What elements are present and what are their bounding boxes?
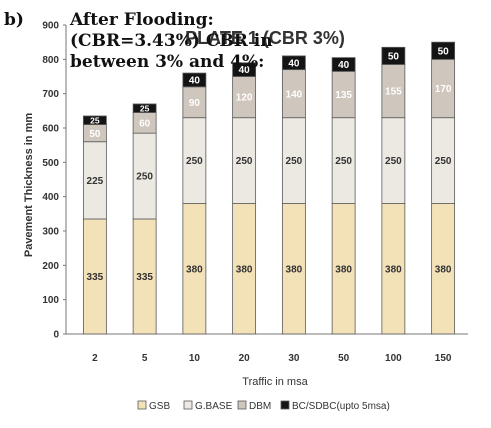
y-tick-label: 800 (42, 55, 59, 66)
y-tick-label: 300 (42, 227, 59, 238)
y-tick-label: 500 (42, 158, 59, 169)
y-tick-label: 200 (42, 261, 59, 272)
legend-swatch (137, 400, 147, 410)
y-axis-title: Pavement Thickness in mm (23, 113, 35, 257)
bar-value-label: 335 (87, 272, 104, 283)
bar-value-label: 40 (288, 58, 300, 69)
y-tick-label: 400 (42, 192, 59, 203)
legend-label: DBM (249, 401, 271, 412)
bar-value-label: 25 (140, 103, 150, 113)
y-tick-label: 100 (42, 295, 59, 306)
bar-value-label: 40 (189, 76, 201, 87)
bar-segment (381, 46, 406, 65)
legend-label: BC/SDBC(upto 5msa) (292, 401, 390, 412)
bar-value-label: 250 (136, 172, 153, 183)
bar-value-label: 90 (189, 98, 201, 109)
bar-value-label: 250 (385, 156, 402, 167)
section-label: b) (4, 10, 24, 30)
y-tick-label: 0 (53, 330, 59, 341)
bar-segment (82, 115, 107, 125)
legend-label: GSB (149, 401, 170, 412)
bar-value-label: 140 (286, 89, 303, 100)
bar-value-label: 170 (435, 84, 452, 95)
bar-value-label: 40 (338, 60, 350, 71)
x-tick-label: 100 (385, 353, 402, 364)
bar-value-label: 40 (239, 65, 251, 76)
bar-value-label: 155 (385, 87, 402, 98)
plot-area: 0 100 200 300 400 500 600 700 800 900 335 225 50 25 2 3… (42, 21, 468, 364)
bar-value-label: 250 (186, 156, 203, 167)
y-tick-label: 900 (42, 21, 59, 32)
bar-value-label: 25 (90, 115, 100, 125)
section-heading: b) After Flooding: (CBR=3.43%) CBR in be… (0, 0, 491, 100)
legend-swatch (237, 400, 247, 410)
bar-segment (331, 57, 356, 72)
bar-value-label: 50 (89, 129, 101, 140)
bar-value-label: 50 (388, 52, 400, 63)
bar-value-label: 250 (236, 156, 253, 167)
bar-segment (132, 103, 157, 113)
legend-swatch (280, 400, 290, 410)
bar-value-label: 380 (435, 264, 452, 275)
heading-line-3: between 3% and 4%: (70, 52, 265, 72)
bar-value-label: 225 (87, 176, 104, 187)
x-tick-label: 30 (288, 353, 300, 364)
legend: GSB G.BASE DBM BC/SDBC(upto 5msa) (137, 400, 390, 412)
bar-segment (182, 72, 207, 88)
x-tick-label: 150 (435, 353, 452, 364)
bar-value-label: 380 (236, 264, 253, 275)
y-tick-label: 600 (42, 124, 59, 135)
x-tick-label: 2 (92, 353, 98, 364)
bar-value-label: 335 (136, 272, 153, 283)
legend-label: G.BASE (195, 401, 233, 412)
bar-value-label: 250 (335, 156, 352, 167)
bar-value-label: 250 (435, 156, 452, 167)
bar-value-label: 380 (335, 264, 352, 275)
bar-segment (431, 41, 456, 60)
x-tick-label: 50 (338, 353, 350, 364)
bar-value-label: 60 (139, 118, 151, 129)
x-tick-label: 5 (142, 353, 148, 364)
bar-value-label: 120 (236, 93, 253, 104)
bar-value-label: 135 (335, 90, 352, 101)
heading-line-2: (CBR=3.43%) CBR in (70, 31, 273, 51)
chart-title: PLATE 1 (CBR 3%) (185, 28, 345, 48)
x-tick-label: 10 (189, 353, 201, 364)
x-axis-title: Traffic in msa (242, 376, 308, 388)
bar-value-label: 380 (385, 264, 402, 275)
heading-line-1: After Flooding: (70, 10, 214, 30)
bar-segment (232, 62, 257, 77)
bar-value-label: 380 (186, 264, 203, 275)
legend-swatch (183, 400, 193, 410)
bar-value-label: 250 (286, 156, 303, 167)
bar-segment (281, 55, 306, 71)
y-tick-label: 700 (42, 89, 59, 100)
x-tick-label: 20 (239, 353, 251, 364)
bar-value-label: 50 (438, 46, 450, 57)
bar-value-label: 380 (286, 264, 303, 275)
